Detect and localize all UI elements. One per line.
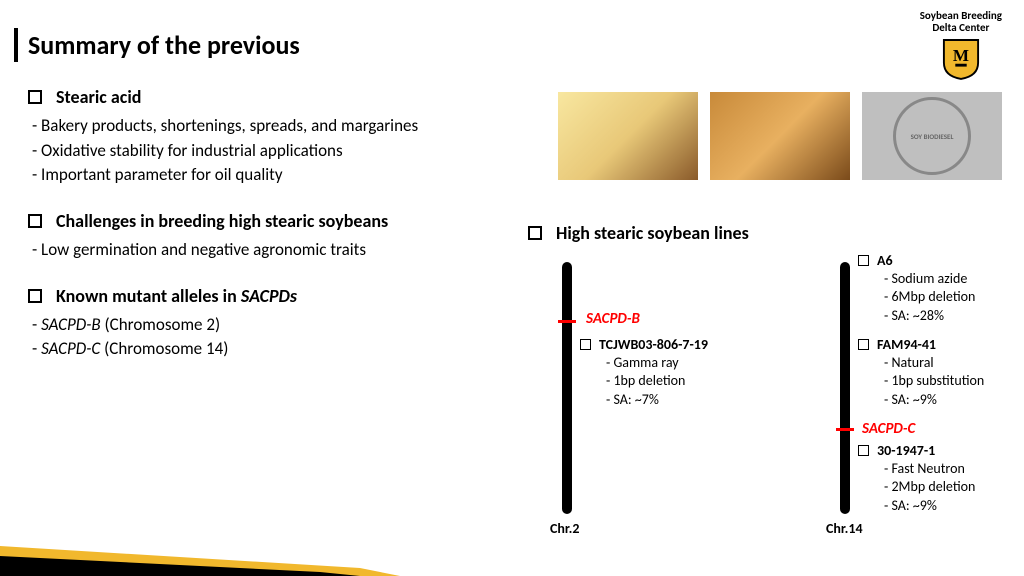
alleles-gene-b: SACPD-C	[41, 338, 100, 359]
line-30: 30-1947-1 - Fast Neutron - 2Mbp deletion…	[858, 442, 975, 515]
bullet-square-icon	[858, 339, 869, 350]
image-biodiesel: SOY BIODIESEL	[862, 92, 1002, 180]
alleles-suffix-b: (Chromosome 14)	[100, 338, 228, 359]
line-a6: A6 - Sodium azide - 6Mbp deletion - SA: …	[858, 252, 975, 325]
chromosome-14-bar	[840, 262, 850, 514]
logo-block: Soybean Breeding Delta Center M	[920, 10, 1002, 85]
challenges-heading-text: Challenges in breeding high stearic soyb…	[56, 210, 388, 232]
svg-text:M: M	[953, 46, 969, 65]
chr2-label: Chr.2	[550, 520, 580, 537]
a6-d3: - SA: ~28%	[884, 307, 975, 325]
section-alleles: Known mutant alleles in SACPDs - SACPD-B…	[28, 285, 528, 362]
n30-name: 30-1947-1	[877, 442, 935, 460]
bullet-square-icon	[28, 214, 42, 228]
line-tcjwb: TCJWB03-806-7-19 - Gamma ray - 1bp delet…	[580, 336, 708, 409]
bullet-square-icon	[528, 226, 542, 240]
chromosome-2-bar	[562, 262, 572, 514]
mu-shield-icon: M	[942, 38, 980, 80]
slide-title: Summary of the previous	[28, 29, 300, 61]
alleles-heading-prefix: Known mutant alleles in	[56, 285, 241, 307]
left-column: Stearic acid - Bakery products, shorteni…	[28, 86, 528, 384]
section-stearic: Stearic acid - Bakery products, shorteni…	[28, 86, 528, 188]
fam-d3: - SA: ~9%	[884, 391, 984, 409]
stearic-item-0: - Bakery products, shortenings, spreads,…	[32, 114, 528, 139]
n30-d3: - SA: ~9%	[884, 497, 975, 515]
tcjwb-d1: - Gamma ray	[606, 354, 708, 372]
bullet-square-icon	[858, 445, 869, 456]
logo-line2: Delta Center	[920, 22, 1002, 34]
challenges-heading: Challenges in breeding high stearic soyb…	[28, 210, 528, 232]
alleles-heading-gene: SACPDs	[241, 285, 297, 307]
alleles-suffix-a: (Chromosome 2)	[101, 314, 220, 335]
a6-name: A6	[877, 252, 893, 270]
n30-d1: - Fast Neutron	[884, 460, 975, 478]
high-stearic-heading-text: High stearic soybean lines	[556, 222, 749, 244]
images-row: SOY BIODIESEL	[558, 92, 1002, 180]
fam-name: FAM94-41	[877, 336, 936, 354]
tcjwb-d3: - SA: ~7%	[606, 391, 708, 409]
title-accent	[14, 28, 18, 62]
bullet-square-icon	[28, 90, 42, 104]
image-butter	[558, 92, 698, 180]
n30-d2: - 2Mbp deletion	[884, 478, 975, 496]
slide-title-bar: Summary of the previous	[14, 28, 300, 62]
chr2-gene-label: SACPD-B	[586, 310, 640, 328]
alleles-heading-text: Known mutant alleles in SACPDs	[56, 285, 297, 307]
tcjwb-d2: - 1bp deletion	[606, 372, 708, 390]
line-fam: FAM94-41 - Natural - 1bp substitution - …	[858, 336, 984, 409]
high-stearic-heading: High stearic soybean lines	[528, 222, 749, 244]
stearic-item-1: - Oxidative stability for industrial app…	[32, 139, 528, 164]
section-challenges: Challenges in breeding high stearic soyb…	[28, 210, 528, 263]
bullet-square-icon	[580, 339, 591, 350]
biodiesel-seal-icon: SOY BIODIESEL	[893, 97, 971, 175]
chr14-marker	[836, 428, 854, 431]
stearic-heading: Stearic acid	[28, 86, 528, 108]
alleles-gene-a: SACPD-B	[41, 314, 101, 335]
alleles-item-b: - SACPD-C (Chromosome 14)	[32, 337, 528, 362]
bullet-square-icon	[858, 255, 869, 266]
a6-d1: - Sodium azide	[884, 270, 975, 288]
fam-d2: - 1bp substitution	[884, 372, 984, 390]
image-bread	[710, 92, 850, 180]
a6-d2: - 6Mbp deletion	[884, 288, 975, 306]
challenges-item-0: - Low germination and negative agronomic…	[32, 238, 528, 263]
bullet-square-icon	[28, 289, 42, 303]
stearic-heading-text: Stearic acid	[56, 86, 141, 108]
footer-accent	[0, 538, 400, 576]
fam-d1: - Natural	[884, 354, 984, 372]
chromosome-diagram: SACPD-B Chr.2 TCJWB03-806-7-19 - Gamma r…	[548, 258, 1008, 548]
chr14-label: Chr.14	[826, 520, 863, 537]
chr2-marker	[558, 320, 576, 323]
alleles-item-a: - SACPD-B (Chromosome 2)	[32, 313, 528, 338]
tcjwb-name: TCJWB03-806-7-19	[599, 336, 708, 354]
stearic-item-2: - Important parameter for oil quality	[32, 163, 528, 188]
chr14-gene-label: SACPD-C	[862, 420, 915, 438]
alleles-heading: Known mutant alleles in SACPDs	[28, 285, 528, 307]
